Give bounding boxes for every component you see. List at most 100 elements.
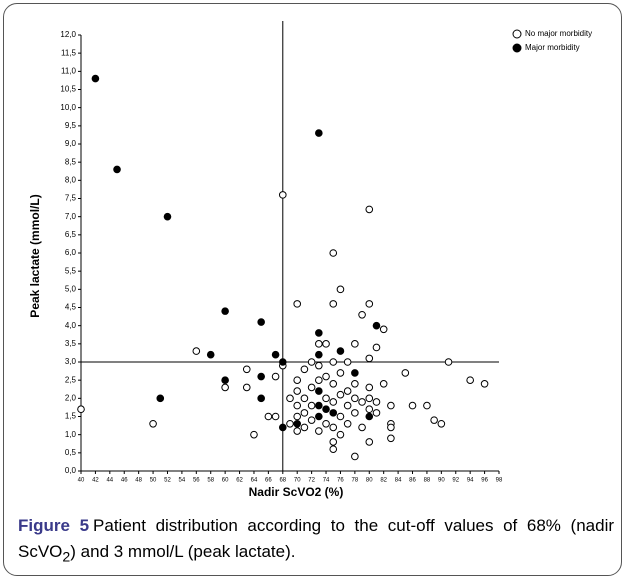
y-tick-label: 7,5 — [65, 194, 77, 203]
x-tick-label: 46 — [121, 478, 128, 484]
x-tick-label: 50 — [150, 478, 157, 484]
point — [387, 401, 395, 410]
point — [77, 405, 85, 414]
point — [336, 347, 345, 355]
point — [401, 369, 410, 377]
point — [257, 372, 265, 381]
point — [351, 340, 359, 348]
y-tick-label: 10,5 — [60, 85, 76, 94]
point — [221, 376, 229, 384]
y-tick-label: 1,0 — [65, 430, 77, 439]
point — [365, 412, 374, 421]
point — [156, 394, 165, 403]
point — [163, 212, 172, 221]
point — [271, 412, 280, 421]
y-tick-label: 12,0 — [60, 30, 76, 39]
y-tick-label: 4,0 — [65, 321, 77, 330]
point — [365, 354, 374, 363]
point — [322, 394, 330, 403]
y-tick-label: 0,5 — [65, 448, 77, 457]
point — [336, 412, 345, 421]
y-tick-label: 9,0 — [65, 139, 77, 148]
x-tick-label: 62 — [236, 478, 243, 484]
point — [365, 394, 374, 403]
x-tick-label: 60 — [222, 478, 229, 484]
point — [480, 380, 489, 388]
x-tick-label: 92 — [452, 478, 459, 484]
point — [329, 445, 338, 454]
x-tick-label: 44 — [106, 478, 113, 484]
point — [264, 412, 273, 421]
point — [315, 427, 323, 435]
x-tick-label: 54 — [179, 478, 186, 484]
point — [387, 434, 395, 443]
point — [315, 329, 323, 337]
y-tick-label: 11,0 — [61, 66, 77, 75]
point — [307, 416, 316, 424]
x-tick-label: 58 — [207, 478, 214, 484]
x-tick-label: 96 — [481, 478, 488, 484]
point — [351, 394, 359, 403]
x-tick-label: 42 — [92, 478, 99, 484]
legend-marker — [512, 43, 522, 53]
x-tick-label: 66 — [265, 478, 272, 484]
x-tick-label: 82 — [380, 478, 387, 484]
point — [343, 419, 352, 428]
point — [271, 350, 280, 359]
point — [221, 383, 229, 392]
chart: Nadir ScVO2 (%) Peak lactate (mmol/L) 0,… — [28, 21, 592, 499]
y-tick-label: 5,0 — [65, 284, 77, 293]
y-tick-label: 11,5 — [61, 48, 77, 57]
point — [358, 423, 366, 432]
point — [315, 340, 323, 348]
y-tick-label: 6,5 — [65, 230, 77, 239]
x-tick-label: 90 — [438, 478, 445, 484]
x-tick-label: 74 — [323, 478, 330, 484]
point — [113, 165, 121, 174]
point — [307, 401, 316, 410]
caption-sub: 2 — [62, 549, 71, 566]
figure: Nadir ScVO2 (%) Peak lactate (mmol/L) 0,… — [3, 3, 622, 576]
caption-text: ) and 3 mmol/L (peak lactate). — [70, 542, 296, 561]
point — [365, 300, 374, 308]
point — [336, 369, 345, 377]
x-tick-label: 48 — [135, 478, 142, 484]
point — [315, 376, 323, 384]
point — [423, 401, 431, 410]
point — [322, 372, 330, 381]
x-tick-label: 52 — [164, 478, 171, 484]
y-tick-label: 6,0 — [65, 248, 77, 257]
point — [315, 412, 323, 421]
point — [387, 423, 395, 432]
x-tick-label: 94 — [467, 478, 474, 484]
point — [351, 452, 359, 461]
point — [351, 409, 359, 417]
y-tick-label: 9,5 — [65, 121, 77, 130]
point — [329, 398, 338, 406]
x-tick-label: 72 — [308, 478, 315, 484]
point — [293, 300, 302, 308]
point — [293, 376, 302, 384]
legend-marker — [512, 29, 522, 39]
point — [343, 358, 352, 366]
y-tick-label: 0,0 — [65, 466, 77, 475]
point — [300, 365, 309, 374]
point — [286, 419, 294, 428]
point — [257, 394, 265, 403]
y-tick-label: 3,0 — [65, 357, 77, 366]
x-tick-label: 76 — [337, 478, 344, 484]
y-tick-label: 7,0 — [65, 212, 77, 221]
point — [336, 285, 345, 294]
legend-label: Major morbidity — [525, 43, 580, 52]
x-tick-label: 78 — [352, 478, 359, 484]
point — [293, 401, 302, 410]
point — [293, 387, 302, 395]
point — [242, 365, 251, 374]
point — [329, 300, 338, 308]
point — [206, 350, 215, 359]
x-tick-label: 70 — [294, 478, 301, 484]
point — [372, 343, 381, 352]
x-tick-label: 88 — [424, 478, 431, 484]
point — [300, 409, 309, 417]
point — [300, 423, 309, 432]
